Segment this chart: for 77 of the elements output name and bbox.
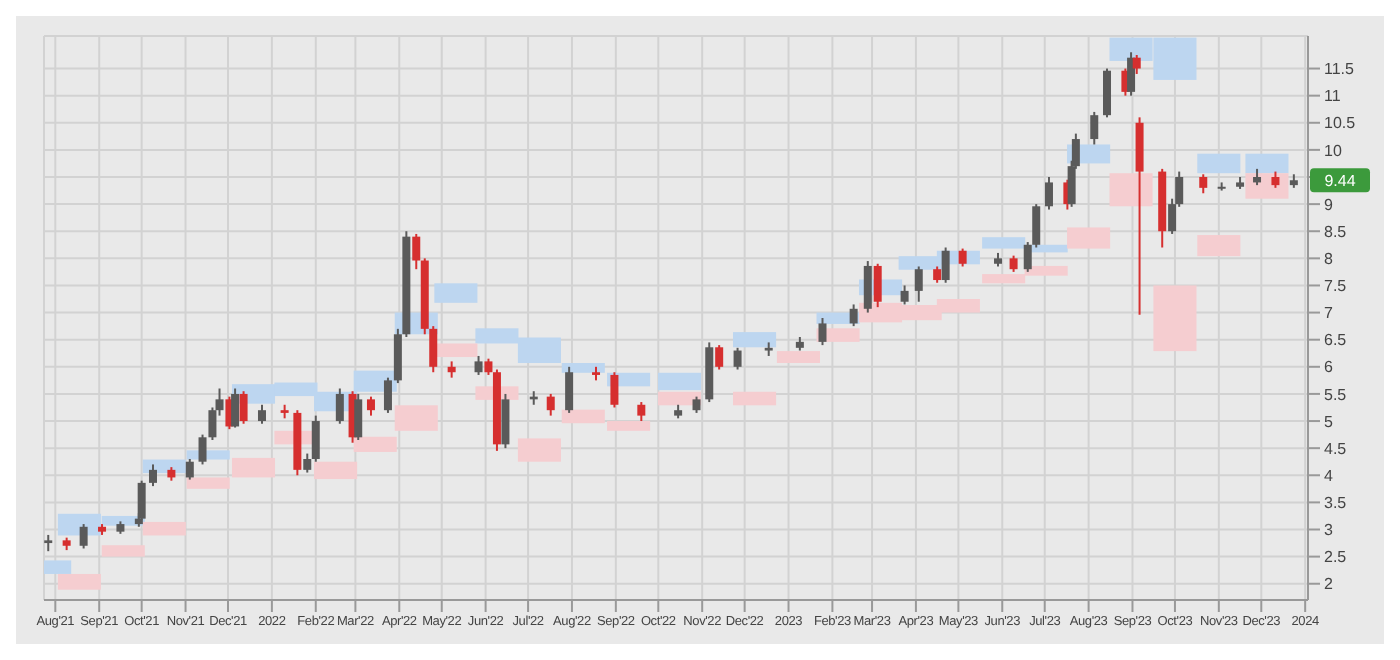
y-tick-label: 2.5 xyxy=(1324,548,1348,567)
annotation: 9.44 xyxy=(1324,172,1357,191)
candlestick xyxy=(79,523,88,550)
y-tick-label: 8 xyxy=(1324,250,1334,269)
candlestick xyxy=(637,401,646,423)
candlestick xyxy=(818,317,827,347)
candlestick xyxy=(941,246,950,284)
candlestick xyxy=(198,433,207,466)
bar xyxy=(101,545,145,557)
candlestick xyxy=(311,414,320,463)
candlestick xyxy=(231,387,240,429)
bar xyxy=(733,391,777,406)
bar xyxy=(314,461,358,480)
candlestick xyxy=(474,354,483,376)
candlestick xyxy=(1044,176,1053,211)
bar xyxy=(982,237,1026,249)
candlestick xyxy=(366,395,375,417)
bar xyxy=(658,372,702,391)
candlestick xyxy=(914,265,923,303)
bar xyxy=(1153,285,1197,352)
candlestick xyxy=(1103,67,1112,119)
y-tick-label: 9 xyxy=(1324,195,1334,214)
bar xyxy=(776,351,820,364)
y-tick-label: 7.5 xyxy=(1324,277,1348,296)
candlestick xyxy=(1090,110,1099,146)
y-tick-label: 2 xyxy=(1324,575,1334,594)
candlestick xyxy=(610,371,619,409)
y-tick-label: 5.5 xyxy=(1324,385,1348,404)
candlestick xyxy=(1127,51,1136,97)
candlestick xyxy=(501,392,510,450)
candlestick xyxy=(863,260,872,314)
candlestick xyxy=(733,346,742,371)
candlestick xyxy=(565,365,574,414)
candlestick xyxy=(383,376,392,414)
candlestick xyxy=(185,458,194,481)
bar xyxy=(1197,235,1241,257)
candlestick xyxy=(257,403,266,425)
y-tick-label: 6 xyxy=(1324,358,1334,377)
y-tick-label: 10 xyxy=(1324,141,1343,160)
bar xyxy=(1067,227,1111,249)
candlestick xyxy=(1199,173,1208,195)
bar xyxy=(561,363,605,373)
candlestick xyxy=(148,463,157,488)
bar xyxy=(733,332,777,348)
y-tick-label: 11 xyxy=(1324,87,1342,106)
bar xyxy=(434,283,478,303)
bar xyxy=(1109,173,1153,207)
y-tick-label: 4 xyxy=(1324,466,1334,485)
candlestick xyxy=(1132,53,1141,75)
y-tick-label: 10.5 xyxy=(1324,114,1357,133)
candlestick xyxy=(873,262,882,309)
y-tick-label: 3.5 xyxy=(1324,494,1348,513)
candlestick xyxy=(303,452,312,474)
candlestick xyxy=(354,392,363,442)
y-tick-label: 8.5 xyxy=(1324,222,1348,241)
bar xyxy=(1245,153,1289,174)
y-tick-label: 3 xyxy=(1324,521,1334,540)
y-tick-label: 5 xyxy=(1324,412,1334,431)
bar xyxy=(394,405,438,431)
candlestick xyxy=(546,392,555,417)
bar xyxy=(231,457,276,478)
candlestick xyxy=(239,390,248,425)
bar xyxy=(57,573,101,590)
bar xyxy=(1197,153,1241,174)
bar xyxy=(353,436,397,452)
bar xyxy=(142,521,186,536)
bar xyxy=(186,477,230,489)
candlestick xyxy=(849,303,858,328)
y-tick-label: 7 xyxy=(1324,304,1334,323)
candlestick xyxy=(715,344,724,371)
y-tick-label: 11.5 xyxy=(1324,60,1356,79)
bar xyxy=(517,438,561,462)
y-tick-label: 6.5 xyxy=(1324,331,1348,350)
candlestick xyxy=(412,232,421,271)
candlestick xyxy=(900,284,909,306)
y-tick-label: 4.5 xyxy=(1324,439,1348,458)
candlestick xyxy=(335,387,344,425)
